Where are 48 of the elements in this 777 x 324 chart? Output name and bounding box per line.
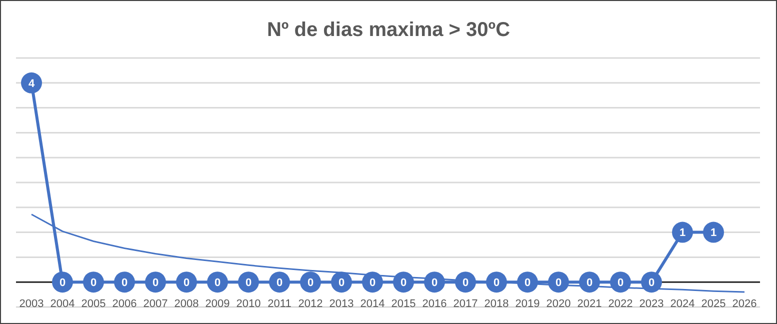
data-label: 0 — [462, 277, 469, 290]
data-label: 0 — [276, 277, 283, 290]
x-tick-label: 2012 — [298, 298, 323, 310]
data-label: 0 — [90, 277, 97, 290]
x-tick-label: 2007 — [143, 298, 168, 310]
data-label: 0 — [183, 277, 190, 290]
x-tick-label: 2010 — [236, 298, 261, 310]
x-tick-label: 2021 — [577, 298, 602, 310]
x-tick-label: 2023 — [639, 298, 664, 310]
x-tick-label: 2020 — [546, 298, 571, 310]
x-tick-label: 2003 — [19, 298, 44, 310]
data-label: 0 — [617, 277, 624, 290]
data-label: 0 — [59, 277, 66, 290]
data-label: 0 — [524, 277, 531, 290]
x-tick-label: 2017 — [453, 298, 478, 310]
chart-title: Nº de dias maxima > 30ºC — [266, 19, 512, 42]
data-label: 0 — [400, 277, 407, 290]
x-tick-label: 2011 — [268, 298, 292, 310]
x-tick-label: 2019 — [515, 298, 540, 310]
x-tick-label: 2015 — [391, 298, 416, 310]
x-tick-label: 2005 — [81, 298, 106, 310]
x-tick-label: 2024 — [670, 298, 695, 310]
x-tick-label: 2004 — [50, 298, 75, 310]
data-label: 0 — [648, 277, 655, 290]
data-label: 0 — [152, 277, 159, 290]
x-tick-label: 2009 — [205, 298, 230, 310]
x-tick-label: 2025 — [701, 298, 726, 310]
data-label: 0 — [338, 277, 345, 290]
x-tick-label: 2008 — [174, 298, 199, 310]
x-tick-label: 2022 — [608, 298, 633, 310]
data-label: 0 — [586, 277, 593, 290]
data-label: 0 — [369, 277, 376, 290]
x-tick-label: 2026 — [732, 298, 757, 310]
data-label: 0 — [245, 277, 252, 290]
data-label: 1 — [710, 227, 717, 240]
x-tick-label: 2016 — [422, 298, 447, 310]
data-label: 0 — [555, 277, 562, 290]
x-tick-label: 2018 — [484, 298, 509, 310]
data-label: 4 — [28, 78, 36, 90]
data-label: 1 — [679, 227, 686, 240]
x-tick-label: 2006 — [112, 298, 137, 310]
x-tick-label: 2013 — [329, 298, 354, 310]
data-label: 0 — [431, 277, 438, 290]
data-label: 0 — [307, 277, 314, 290]
data-label: 0 — [493, 277, 500, 290]
data-label: 0 — [121, 277, 128, 290]
x-tick-label: 2014 — [360, 298, 385, 310]
data-label: 0 — [214, 277, 221, 290]
